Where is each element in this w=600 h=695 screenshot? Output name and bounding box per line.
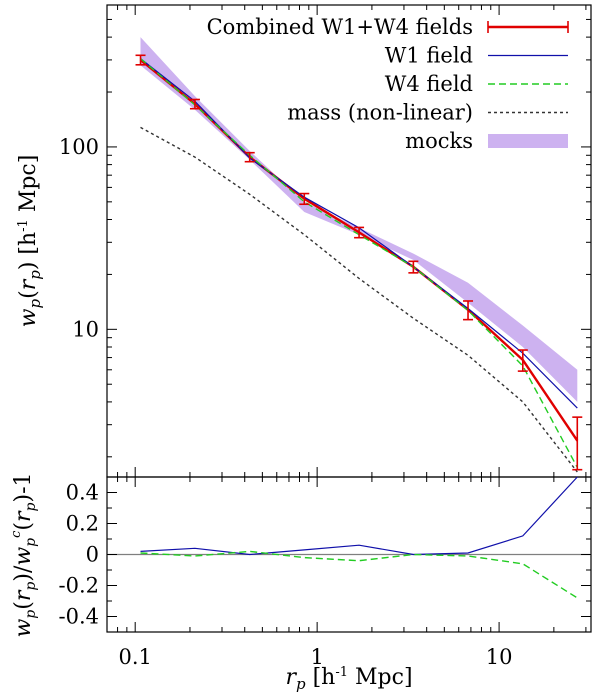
mocks-band-layer xyxy=(140,37,578,402)
mocks-band xyxy=(140,37,578,402)
error-bar xyxy=(244,151,255,163)
y-tick-label: 0.2 xyxy=(66,512,99,536)
x-tick-label: 10 xyxy=(486,645,513,669)
error-bar xyxy=(463,300,474,321)
legend-label: mocks xyxy=(405,129,473,153)
x-tick-label: 0.1 xyxy=(118,645,151,669)
legend-label: Combined W1+W4 fields xyxy=(207,15,473,39)
error-bar xyxy=(189,98,200,110)
error-bar xyxy=(572,416,583,471)
error-bar xyxy=(517,349,528,372)
legend-item-mass-non-linear: mass (non-linear) xyxy=(287,101,568,125)
legend-label: mass (non-linear) xyxy=(287,101,473,125)
y-tick-label: 100 xyxy=(59,135,99,159)
top-y-axis-title: wp(rp) [h-1 Mpc] xyxy=(16,155,44,328)
legend-item-combined-w1-w4-fields: Combined W1+W4 fields xyxy=(207,15,569,39)
y-tick-label: 10 xyxy=(72,317,99,341)
w4-field-ratio-line xyxy=(140,550,578,599)
error-bar xyxy=(408,260,419,274)
legend-item-w1-field: W1 field xyxy=(385,44,568,68)
bottom-ticks-layer: 0.1 1 10 0.4 0.2 0 -0.2 -0.4 xyxy=(59,477,591,669)
error-bar xyxy=(354,226,365,239)
legend-label: W4 field xyxy=(385,72,473,96)
x-axis-title: rp [h-1 Mpc] xyxy=(285,665,412,693)
mass-non-linear-line xyxy=(140,126,578,473)
error-bar xyxy=(135,54,146,66)
y-tick-label: 0 xyxy=(86,543,99,567)
legend: Combined W1+W4 fields W1 field W4 field mas… xyxy=(207,15,569,153)
y-tick-label: -0.2 xyxy=(59,574,100,598)
legend-swatch xyxy=(488,134,568,148)
top-series-layer xyxy=(135,54,583,473)
legend-item-w4-field: W4 field xyxy=(385,72,568,96)
w1-field-ratio-line xyxy=(140,476,578,556)
top-panel: 10 100 Combined W1+W4 fields W1 field W4 fi… xyxy=(16,4,592,478)
top-ticks-layer: 10 100 xyxy=(59,4,591,477)
bottom-panel: 0.1 1 10 0.4 0.2 0 -0.2 -0.4 wp(rp)/wpc(rp)-1 r… xyxy=(9,472,592,693)
x-tick-label: 1 xyxy=(310,645,323,669)
legend-label: W1 field xyxy=(385,44,473,68)
y-tick-label: -0.4 xyxy=(59,605,100,629)
bottom-series-layer xyxy=(140,476,578,599)
top-panel-frame xyxy=(106,4,592,478)
bottom-y-axis-title: wp(rp)/wpc(rp)-1 xyxy=(9,472,39,637)
error-bar xyxy=(299,192,310,206)
legend-item-mocks: mocks xyxy=(405,129,568,153)
y-tick-label: 0.4 xyxy=(66,481,99,505)
